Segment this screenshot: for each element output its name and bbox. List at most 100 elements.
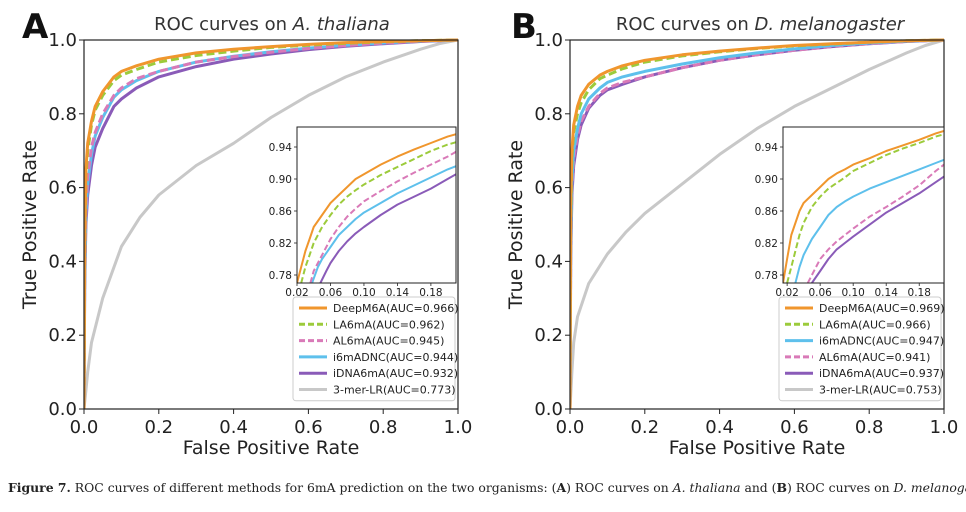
panel-a-xtick-label-2: 0.4 — [219, 417, 248, 438]
panel-a-inset-series-0 — [297, 133, 456, 283]
panel-b-letter: B — [511, 7, 537, 47]
panel-b-inset-ytick-label-1: 0.82 — [755, 238, 778, 250]
caption-species-a: A. thaliana — [672, 480, 741, 495]
panel-b-xtick-label-5: 1.0 — [930, 417, 959, 438]
panel-b-title: ROC curves on D. melanogaster — [616, 14, 906, 35]
panel-a-inset-frame — [296, 126, 457, 284]
panel-b-title-prefix: ROC curves on — [616, 14, 755, 35]
panel-a-ytick-label-1: 0.2 — [48, 325, 77, 346]
panel-a-legend-label-2: AL6mA(AUC=0.945) — [333, 335, 444, 348]
panel-a-inset-ytick-label-4: 0.94 — [269, 142, 293, 154]
caption-label-a: A — [556, 480, 567, 495]
panel-a-axes-frame — [83, 39, 459, 410]
panel-a-inset-xtick-label-1: 0.06 — [319, 287, 343, 299]
panel-a-xtick-label-3: 0.6 — [294, 417, 323, 438]
panel-b-inset-series-4 — [811, 175, 944, 283]
panel-b-ylabel: True Positive Rate — [505, 140, 527, 310]
panel-a-ytick-label-0: 0.0 — [48, 399, 77, 420]
panel-b-legend-label-5: 3-mer-LR(AUC=0.753) — [819, 384, 942, 397]
panel-b-ytick-label-5: 1.0 — [534, 30, 563, 51]
panel-b-inset-xtick-label-1: 0.06 — [808, 287, 832, 299]
panel-a-title-species: A. thaliana — [292, 14, 390, 35]
panel-b-legend-label-4: iDNA6mA(AUC=0.937) — [819, 367, 944, 380]
panel-a-ylabel: True Positive Rate — [19, 140, 41, 310]
panel-b-inset-ytick-label-4: 0.94 — [755, 142, 779, 154]
panel-a-legend: DeepM6A(AUC=0.966) LA6mA(AUC=0.962) AL6mA(… — [292, 296, 459, 402]
panel-b-inset-xtick-label-0: 0.02 — [775, 287, 798, 299]
panel-b-title-species: D. melanogaster — [754, 14, 905, 35]
panel-b-inset-series-0 — [783, 130, 944, 283]
panel-b-ytick-label-2: 0.4 — [534, 251, 563, 272]
panel-b: B ROC curves on D. melanogaster 0.0 0.2 0.4 0… — [505, 7, 958, 459]
panel-b-inset-xtick-label-3: 0.14 — [875, 287, 899, 299]
panel-b-xlabel: False Positive Rate — [669, 437, 846, 459]
panel-a-inset-series-3 — [311, 165, 456, 283]
panel-b-xtick-label-1: 0.2 — [630, 417, 659, 438]
panel-a-xtick-label-0: 0.0 — [70, 417, 99, 438]
panel-a-ytick-label-3: 0.6 — [48, 178, 77, 199]
panel-a-inset-series-2 — [309, 150, 456, 283]
panel-a-xtick-label-5: 1.0 — [444, 417, 473, 438]
caption-figure-label: Figure 7. — [8, 480, 71, 495]
figure-caption: Figure 7. ROC curves of different method… — [8, 480, 966, 495]
panel-a-letter: A — [22, 7, 49, 47]
caption-text-2: ) ROC curves on — [566, 480, 673, 495]
panel-b-xtick-label-4: 0.8 — [855, 417, 884, 438]
panel-a-ytick-label-2: 0.4 — [48, 251, 77, 272]
panel-a-ytick-label-5: 1.0 — [48, 30, 77, 51]
caption-label-b: B — [776, 480, 787, 495]
panel-a-series-5 — [84, 38, 459, 410]
panel-b-ytick-label-4: 0.8 — [534, 104, 563, 125]
panel-a-legend-label-1: LA6mA(AUC=0.962) — [333, 318, 445, 331]
panel-b-inset: 0.02 0.06 0.10 0.14 0.18 0.78 0.82 0.86 0.90 0.94 — [755, 126, 945, 299]
panel-a-legend-label-4: iDNA6mA(AUC=0.932) — [333, 367, 458, 380]
panel-a-inset-ytick-label-1: 0.82 — [269, 238, 292, 250]
panel-b-inset-series-3 — [806, 163, 944, 283]
panel-b-legend-box — [778, 296, 942, 402]
panel-a-legend-box — [292, 296, 456, 402]
panel-a-inset-series-4 — [319, 173, 456, 283]
panel-a-legend-label-3: i6mADNC(AUC=0.944) — [333, 351, 458, 364]
panel-b-inset-frame — [782, 126, 945, 284]
panel-a-series-0 — [84, 38, 459, 410]
panel-a-inset: 0.02 0.06 0.10 0.14 0.18 0.78 0.82 0.86 0.90 0.94 — [269, 126, 457, 299]
panel-a-legend-label-0: DeepM6A(AUC=0.966) — [333, 302, 459, 315]
panel-a-xtick-label-4: 0.8 — [369, 417, 398, 438]
panel-b-legend-label-3: AL6mA(AUC=0.941) — [819, 351, 930, 364]
panel-b-ytick-label-1: 0.2 — [534, 325, 563, 346]
panel-a-ytick-label-4: 0.8 — [48, 104, 77, 125]
panel-a-inset-xtick-label-0: 0.02 — [285, 287, 308, 299]
panel-b-series-0 — [570, 38, 945, 410]
panel-b-ytick-label-3: 0.6 — [534, 178, 563, 199]
panel-b-inset-xtick-label-4: 0.18 — [908, 287, 931, 299]
panel-a-inset-ytick-label-0: 0.78 — [269, 270, 292, 282]
panel-a-inset-xtick-label-4: 0.18 — [419, 287, 442, 299]
panel-a-title-prefix: ROC curves on — [154, 14, 293, 35]
panel-b-inset-ytick-label-2: 0.86 — [755, 206, 779, 218]
panel-b-xtick-label-3: 0.6 — [780, 417, 809, 438]
panel-a-series-2 — [84, 38, 459, 410]
panel-a-inset-xtick-label-3: 0.14 — [386, 287, 410, 299]
panel-a-xlabel: False Positive Rate — [183, 437, 360, 459]
panel-b-inset-bg — [783, 127, 944, 283]
panel-a-inset-xtick-label-2: 0.10 — [352, 287, 375, 299]
panel-b-xtick-label-2: 0.4 — [705, 417, 734, 438]
panel-b-series-5 — [570, 38, 945, 410]
panel-a-xtick-label-1: 0.2 — [144, 417, 173, 438]
panel-b-legend-label-0: DeepM6A(AUC=0.969) — [819, 302, 945, 315]
panel-b-inset-series-2 — [794, 158, 944, 283]
caption-text-1: ROC curves of different methods for 6mA … — [70, 480, 557, 495]
panel-b-inset-ytick-label-0: 0.78 — [755, 270, 778, 282]
panel-b-legend-label-2: i6mADNC(AUC=0.947) — [819, 335, 944, 348]
panel-b-inset-ytick-label-3: 0.90 — [755, 174, 778, 186]
caption-text-4: ) ROC curves on — [787, 480, 894, 495]
panel-b-ytick-label-0: 0.0 — [534, 399, 563, 420]
panel-a: A ROC curves on A. thaliana 0.0 0.2 0.4 0.6 0.… — [19, 7, 472, 459]
panel-b-xtick-label-0: 0.0 — [556, 417, 585, 438]
panel-a-inset-ytick-label-3: 0.90 — [269, 174, 292, 186]
panel-a-inset-series-1 — [300, 141, 456, 283]
panel-b-legend: DeepM6A(AUC=0.969) LA6mA(AUC=0.966) i6mADN… — [778, 296, 945, 402]
panel-a-inset-ytick-label-2: 0.86 — [269, 206, 293, 218]
caption-species-b: D. melanogaster — [893, 480, 966, 495]
panel-b-inset-xtick-label-2: 0.10 — [841, 287, 864, 299]
